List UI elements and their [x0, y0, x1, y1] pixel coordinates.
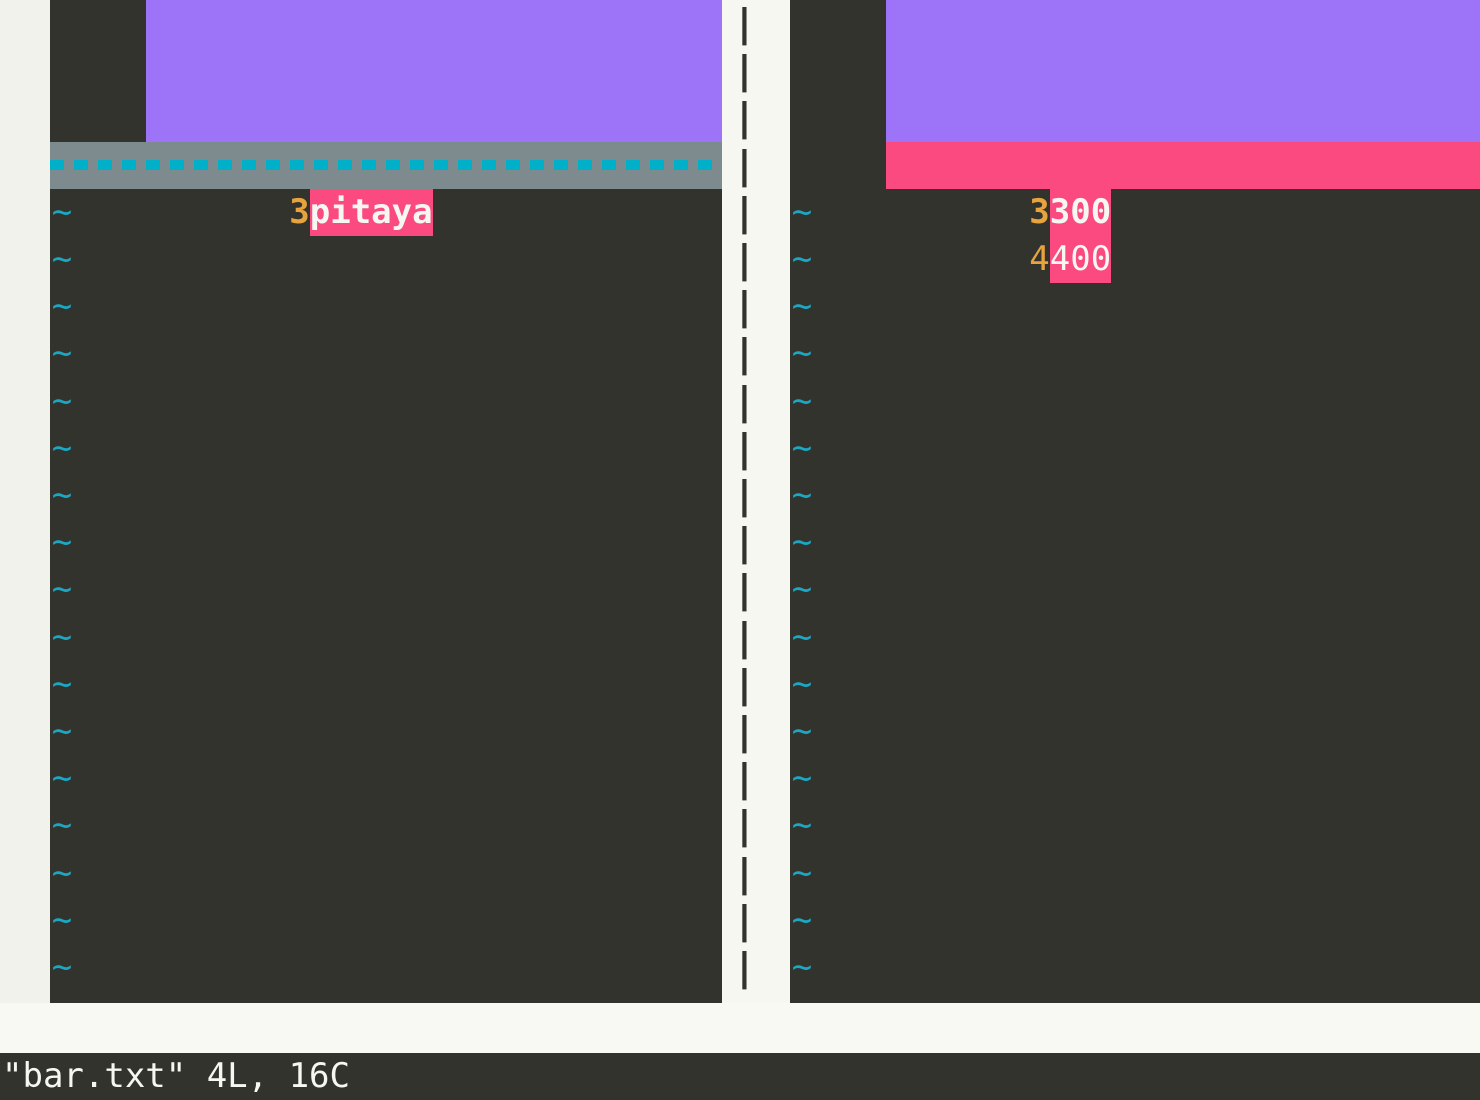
empty-line-marker: ~ — [791, 569, 813, 610]
empty-line-marker: ~ — [791, 899, 813, 940]
divider-glyph: | — [733, 142, 756, 187]
empty-line-marker: ~ — [791, 711, 813, 751]
divider-glyph: | — [733, 331, 756, 376]
empty-line-marker: ~ — [51, 852, 73, 893]
divider-glyph: | — [733, 473, 756, 517]
empty-line-marker: ~ — [791, 805, 813, 846]
empty-line-marker: ~ — [51, 475, 73, 515]
text-line[interactable]: 2200 — [790, 47, 1480, 189]
line-text[interactable]: pitaya — [309, 188, 433, 236]
empty-line-marker: ~ — [791, 333, 813, 374]
diff-add-fill — [886, 141, 1480, 189]
text-line[interactable]: 3300 — [790, 94, 1480, 236]
divider-glyph: | — [733, 897, 756, 942]
divider-glyph: | — [733, 945, 756, 989]
editor-pane-left[interactable]: 1grape 2apple 3pitaya ~ ~ ~ ~ ~ ~ — [50, 0, 722, 1003]
divider-glyph: | — [733, 756, 756, 801]
editor-area: 1grape 2apple 3pitaya ~ ~ ~ ~ ~ ~ — [50, 0, 1480, 1003]
line-number: 3 — [213, 188, 310, 236]
divider-glyph: | — [733, 48, 756, 93]
diff-filler-dashes — [50, 160, 722, 171]
empty-line-marker: ~ — [791, 758, 813, 799]
line-text[interactable]: 300 — [1049, 188, 1112, 236]
command-line[interactable]: "bar.txt" 4L, 16C — [0, 1053, 1480, 1100]
empty-line-marker: ~ — [51, 758, 73, 799]
divider-glyph: | — [733, 614, 756, 659]
diff-change-fill — [146, 0, 722, 48]
line-number: 3 — [953, 188, 1050, 236]
empty-line-marker: ~ — [51, 380, 73, 421]
divider-glyph: | — [733, 284, 756, 329]
empty-line-marker: ~ — [51, 427, 73, 468]
empty-line-marker: ~ — [51, 947, 73, 987]
divider-glyph: | — [733, 803, 756, 848]
empty-line-marker: ~ — [791, 380, 813, 421]
diff-change-fill — [146, 47, 722, 95]
empty-line-marker: ~ — [791, 852, 813, 893]
divider-glyph: | — [733, 709, 756, 753]
empty-line-marker: ~ — [791, 616, 813, 657]
diff-change-fill — [146, 94, 722, 142]
window-split-divider[interactable]: | | | | | | | | | | | | | | | | | | | | … — [722, 0, 790, 1003]
divider-glyph: | — [733, 189, 756, 234]
empty-line-marker: ~ — [51, 286, 73, 327]
text-line[interactable]: 4400 — [790, 141, 1480, 284]
divider-glyph: | — [733, 567, 756, 612]
empty-line-marker: ~ — [791, 427, 813, 468]
empty-line-marker: ~ — [51, 805, 73, 846]
empty-line-marker: ~ — [791, 663, 813, 704]
diff-change-fill — [886, 47, 1480, 95]
status-left-window[interactable]: foo.txt 1,1 All — [0, 1003, 722, 1053]
divider-glyph: | — [733, 425, 756, 470]
divider-glyph: | — [733, 850, 756, 895]
empty-line-marker: ~ — [791, 947, 813, 987]
diff-filler-row — [50, 141, 722, 189]
text-line[interactable]: 1100 — [790, 0, 1480, 142]
line-number: 4 — [953, 236, 1050, 284]
diff-change-fill — [886, 94, 1480, 142]
empty-line-marker: ~ — [51, 899, 73, 940]
empty-line-marker: ~ — [51, 616, 73, 657]
empty-line-marker: ~ — [51, 333, 73, 374]
empty-line-marker: ~ — [791, 522, 813, 563]
empty-line-marker: ~ — [51, 711, 73, 751]
empty-line-marker: ~ — [791, 475, 813, 515]
divider-glyph: | — [733, 661, 756, 706]
status-right-window[interactable]: bar.txt 1,1 All — [744, 1003, 1480, 1053]
empty-line-marker: ~ — [51, 191, 73, 232]
divider-glyph: | — [733, 95, 756, 140]
empty-line-marker: ~ — [791, 239, 813, 279]
empty-line-marker: ~ — [51, 569, 73, 610]
empty-line-marker: ~ — [791, 286, 813, 327]
text-line[interactable]: 2apple — [50, 47, 722, 189]
divider-glyph: | — [733, 1, 756, 45]
text-line[interactable]: 3pitaya — [50, 94, 722, 236]
divider-glyph: | — [733, 520, 756, 565]
empty-line-marker: ~ — [51, 522, 73, 563]
editor-pane-right[interactable]: 1100 2200 3300 4400 ~ ~ ~ ~ ~ ~ — [790, 0, 1480, 1003]
empty-line-marker: ~ — [51, 663, 73, 704]
line-text[interactable]: 400 — [1049, 236, 1112, 284]
text-line[interactable]: 1grape — [50, 0, 722, 142]
diff-change-fill — [886, 0, 1480, 48]
status-line: foo.txt 1,1 All bar.txt 1,1 All — [0, 1003, 1480, 1053]
divider-glyph: | — [733, 378, 756, 423]
empty-line-marker: ~ — [791, 191, 813, 232]
divider-glyph: | — [733, 237, 756, 281]
empty-line-marker: ~ — [51, 239, 73, 279]
